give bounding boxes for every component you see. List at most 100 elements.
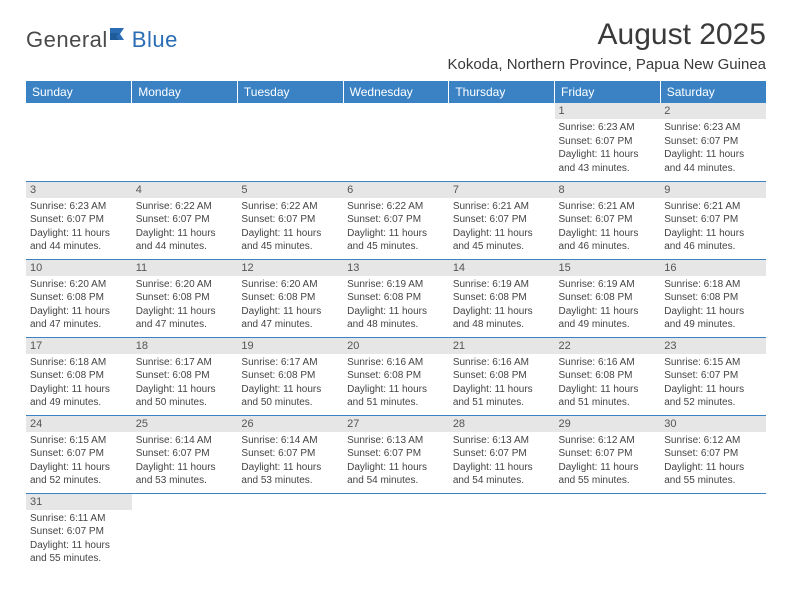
calendar-cell: 24Sunrise: 6:15 AMSunset: 6:07 PMDayligh… [26,415,132,493]
day-number: 13 [343,260,449,276]
calendar-cell: 22Sunrise: 6:16 AMSunset: 6:08 PMDayligh… [555,337,661,415]
calendar-cell [237,493,343,571]
day-content: Sunrise: 6:12 AMSunset: 6:07 PMDaylight:… [660,432,766,492]
day-content: Sunrise: 6:14 AMSunset: 6:07 PMDaylight:… [237,432,343,492]
day-number: 12 [237,260,343,276]
calendar-cell [343,493,449,571]
calendar-cell: 14Sunrise: 6:19 AMSunset: 6:08 PMDayligh… [449,259,555,337]
calendar-cell [660,493,766,571]
calendar-cell [449,103,555,181]
day-number-empty [132,103,238,119]
calendar-table: SundayMondayTuesdayWednesdayThursdayFrid… [26,81,766,571]
logo-text-general: General [26,27,108,53]
day-number: 1 [555,103,661,119]
day-number: 23 [660,338,766,354]
day-number-empty [343,103,449,119]
day-number: 5 [237,182,343,198]
day-number: 2 [660,103,766,119]
calendar-week-row: 1Sunrise: 6:23 AMSunset: 6:07 PMDaylight… [26,103,766,181]
day-number: 11 [132,260,238,276]
day-content: Sunrise: 6:23 AMSunset: 6:07 PMDaylight:… [555,119,661,179]
day-number: 4 [132,182,238,198]
day-content: Sunrise: 6:19 AMSunset: 6:08 PMDaylight:… [343,276,449,336]
calendar-cell: 20Sunrise: 6:16 AMSunset: 6:08 PMDayligh… [343,337,449,415]
day-content: Sunrise: 6:21 AMSunset: 6:07 PMDaylight:… [660,198,766,258]
calendar-cell: 21Sunrise: 6:16 AMSunset: 6:08 PMDayligh… [449,337,555,415]
day-content: Sunrise: 6:19 AMSunset: 6:08 PMDaylight:… [449,276,555,336]
day-content: Sunrise: 6:23 AMSunset: 6:07 PMDaylight:… [26,198,132,258]
weekday-header: Thursday [449,81,555,103]
day-content: Sunrise: 6:20 AMSunset: 6:08 PMDaylight:… [237,276,343,336]
day-number: 22 [555,338,661,354]
calendar-head: SundayMondayTuesdayWednesdayThursdayFrid… [26,81,766,103]
day-content: Sunrise: 6:16 AMSunset: 6:08 PMDaylight:… [449,354,555,414]
calendar-cell: 8Sunrise: 6:21 AMSunset: 6:07 PMDaylight… [555,181,661,259]
day-number: 25 [132,416,238,432]
calendar-cell: 26Sunrise: 6:14 AMSunset: 6:07 PMDayligh… [237,415,343,493]
calendar-cell: 3Sunrise: 6:23 AMSunset: 6:07 PMDaylight… [26,181,132,259]
day-content: Sunrise: 6:18 AMSunset: 6:08 PMDaylight:… [26,354,132,414]
header: General Blue August 2025 Kokoda, Norther… [26,18,766,73]
day-content: Sunrise: 6:13 AMSunset: 6:07 PMDaylight:… [343,432,449,492]
calendar-cell: 27Sunrise: 6:13 AMSunset: 6:07 PMDayligh… [343,415,449,493]
day-content: Sunrise: 6:14 AMSunset: 6:07 PMDaylight:… [132,432,238,492]
day-content: Sunrise: 6:19 AMSunset: 6:08 PMDaylight:… [555,276,661,336]
day-content: Sunrise: 6:22 AMSunset: 6:07 PMDaylight:… [132,198,238,258]
weekday-header: Sunday [26,81,132,103]
day-number: 17 [26,338,132,354]
day-content: Sunrise: 6:16 AMSunset: 6:08 PMDaylight:… [343,354,449,414]
day-content: Sunrise: 6:18 AMSunset: 6:08 PMDaylight:… [660,276,766,336]
title-block: August 2025 Kokoda, Northern Province, P… [447,18,766,73]
day-number: 29 [555,416,661,432]
day-content: Sunrise: 6:22 AMSunset: 6:07 PMDaylight:… [237,198,343,258]
month-title: August 2025 [447,18,766,52]
calendar-cell: 13Sunrise: 6:19 AMSunset: 6:08 PMDayligh… [343,259,449,337]
calendar-cell [555,493,661,571]
calendar-cell: 10Sunrise: 6:20 AMSunset: 6:08 PMDayligh… [26,259,132,337]
day-number-empty [449,103,555,119]
calendar-cell: 7Sunrise: 6:21 AMSunset: 6:07 PMDaylight… [449,181,555,259]
calendar-cell [237,103,343,181]
day-number: 7 [449,182,555,198]
weekday-header: Friday [555,81,661,103]
flag-icon [110,26,132,47]
logo-text-blue: Blue [132,27,178,53]
day-number: 28 [449,416,555,432]
calendar-cell [343,103,449,181]
day-number: 31 [26,494,132,510]
day-content: Sunrise: 6:17 AMSunset: 6:08 PMDaylight:… [237,354,343,414]
day-number: 9 [660,182,766,198]
calendar-cell [26,103,132,181]
day-number: 8 [555,182,661,198]
calendar-cell: 15Sunrise: 6:19 AMSunset: 6:08 PMDayligh… [555,259,661,337]
day-number-empty [237,103,343,119]
day-content: Sunrise: 6:21 AMSunset: 6:07 PMDaylight:… [449,198,555,258]
day-number: 20 [343,338,449,354]
calendar-cell: 23Sunrise: 6:15 AMSunset: 6:07 PMDayligh… [660,337,766,415]
weekday-header: Wednesday [343,81,449,103]
weekday-header: Monday [132,81,238,103]
calendar-cell [132,493,238,571]
calendar-cell [449,493,555,571]
calendar-cell: 9Sunrise: 6:21 AMSunset: 6:07 PMDaylight… [660,181,766,259]
day-number-empty [26,103,132,119]
calendar-cell: 12Sunrise: 6:20 AMSunset: 6:08 PMDayligh… [237,259,343,337]
calendar-week-row: 24Sunrise: 6:15 AMSunset: 6:07 PMDayligh… [26,415,766,493]
calendar-cell: 2Sunrise: 6:23 AMSunset: 6:07 PMDaylight… [660,103,766,181]
calendar-week-row: 17Sunrise: 6:18 AMSunset: 6:08 PMDayligh… [26,337,766,415]
calendar-cell: 31Sunrise: 6:11 AMSunset: 6:07 PMDayligh… [26,493,132,571]
day-number: 10 [26,260,132,276]
calendar-week-row: 3Sunrise: 6:23 AMSunset: 6:07 PMDaylight… [26,181,766,259]
day-number: 3 [26,182,132,198]
day-content: Sunrise: 6:17 AMSunset: 6:08 PMDaylight:… [132,354,238,414]
calendar-body: 1Sunrise: 6:23 AMSunset: 6:07 PMDaylight… [26,103,766,571]
calendar-cell: 28Sunrise: 6:13 AMSunset: 6:07 PMDayligh… [449,415,555,493]
day-number: 18 [132,338,238,354]
location-text: Kokoda, Northern Province, Papua New Gui… [447,56,766,73]
day-number: 30 [660,416,766,432]
day-content: Sunrise: 6:21 AMSunset: 6:07 PMDaylight:… [555,198,661,258]
calendar-cell: 25Sunrise: 6:14 AMSunset: 6:07 PMDayligh… [132,415,238,493]
day-number: 26 [237,416,343,432]
day-number: 24 [26,416,132,432]
day-number: 15 [555,260,661,276]
